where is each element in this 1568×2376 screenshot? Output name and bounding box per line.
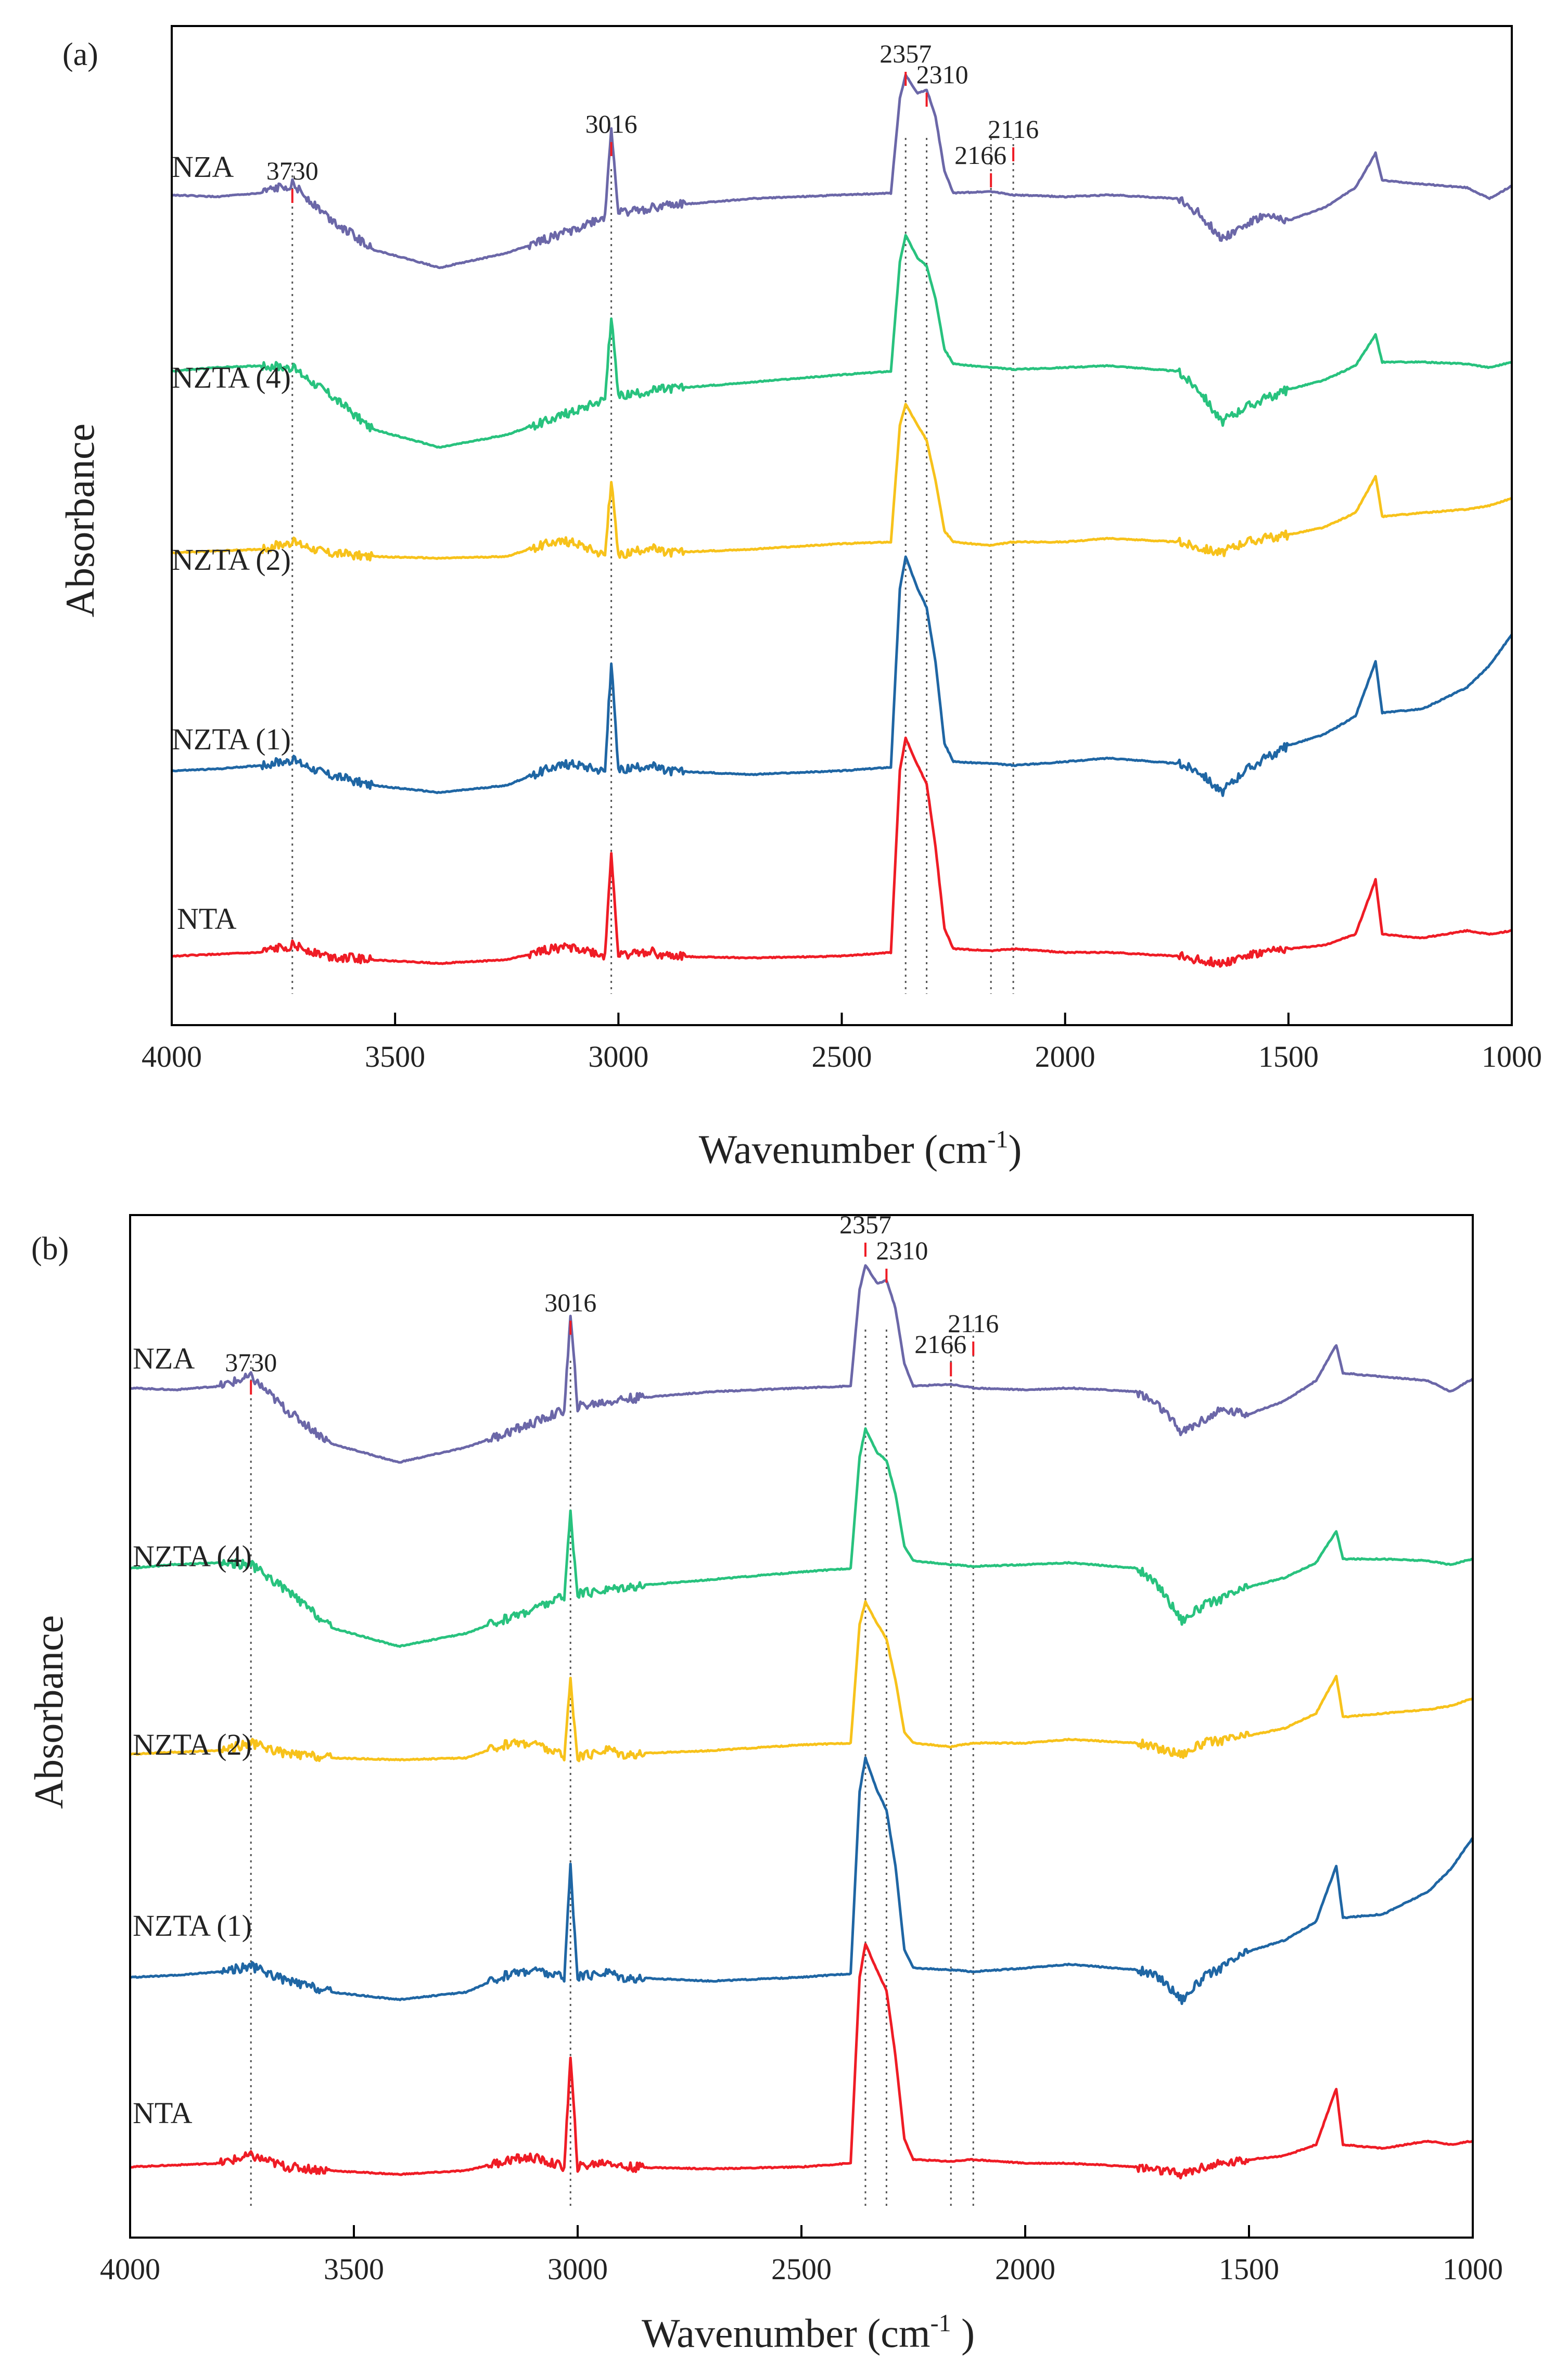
- series-label-a-nzta4: NZTA (4): [172, 361, 291, 394]
- x-tick-label-3500: 3500: [324, 2252, 384, 2286]
- series-line-nzta-1: [171, 555, 1513, 797]
- panel-label-a: (a): [62, 37, 98, 72]
- series-label-a-nza: NZA: [172, 150, 234, 184]
- series-line-nzta-2: [130, 1600, 1474, 1762]
- markers-b: [250, 1243, 975, 1395]
- series-label-b-nza: NZA: [133, 1342, 195, 1375]
- series-label-b-nta: NTA: [133, 2096, 193, 2130]
- plot-frame-b: [129, 1214, 1474, 2239]
- x-tick-label-3000: 3000: [547, 2252, 608, 2286]
- x-axis-label-a: Wavenumber (cm-1): [699, 1126, 1022, 1172]
- series-b: [130, 1264, 1474, 2180]
- x-tick-label-1000: 1000: [1482, 1040, 1542, 1074]
- series-a: [171, 73, 1513, 968]
- x-tick-label-1000: 1000: [1443, 2252, 1503, 2286]
- x-ticks-b: 4000 3500 3000 2500 2000 1500 1000: [100, 2225, 1503, 2286]
- x-tick-label-2000: 2000: [1035, 1040, 1095, 1074]
- x-tick-label-2000: 2000: [995, 2252, 1055, 2286]
- series-line-nzta-4: [171, 234, 1512, 449]
- panel-b: (b) Absorbance Wavenumber (cm-1 ) NZA NZ…: [26, 1210, 1503, 2356]
- x-tick-label-3000: 3000: [588, 1040, 648, 1074]
- series-label-a-nzta2: NZTA (2): [172, 543, 291, 577]
- y-axis-label-a: Absorbance: [57, 424, 103, 618]
- series-line-nzta-2: [171, 403, 1512, 561]
- peak-label-2166: 2166: [914, 1330, 966, 1359]
- series-line-nzta-1: [130, 1756, 1474, 2005]
- peak-label-2310: 2310: [916, 60, 968, 89]
- series-line-nta: [171, 736, 1512, 968]
- series-labels-b: NZA NZTA (4) NZTA (2) NZTA (1) NTA: [133, 1342, 252, 2130]
- x-axis-label-a-close: ): [1008, 1127, 1022, 1172]
- series-label-a-nzta1: NZTA (1): [172, 722, 291, 756]
- x-tick-label-4000: 4000: [142, 1040, 202, 1074]
- peak-label-3016: 3016: [585, 109, 638, 138]
- series-line-nzta-4: [130, 1427, 1473, 1648]
- series-line-nta: [130, 1943, 1474, 2180]
- peak-label-2357: 2357: [879, 39, 932, 68]
- panel-a: (a) Absorbance Wavenumber (cm-1) NZA NZT…: [57, 25, 1542, 1172]
- x-tick-label-3500: 3500: [365, 1040, 425, 1074]
- series-label-b-nzta2: NZTA (2): [133, 1728, 252, 1761]
- plot-frame-a: [171, 25, 1513, 1026]
- series-label-b-nzta4: NZTA (4): [133, 1539, 252, 1573]
- x-axis-label-a-text: Wavenumber (cm: [699, 1127, 988, 1172]
- x-tick-label-2500: 2500: [812, 1040, 872, 1074]
- peak-label-3730: 3730: [266, 156, 318, 185]
- x-axis-label-a-sup: -1: [987, 1126, 1008, 1153]
- x-axis-label-b-text: Wavenumber (cm: [642, 2310, 930, 2356]
- series-line-nza: [130, 1264, 1474, 1464]
- x-ticks-a: 4000 3500 3000 2500 2000 1500 1000: [142, 1013, 1542, 1074]
- y-axis-label-b: Absorbance: [26, 1615, 71, 1809]
- x-tick-label-2500: 2500: [771, 2252, 832, 2286]
- peak-label-2116: 2116: [988, 114, 1039, 144]
- series-labels-a: NZA NZTA (4) NZTA (2) NZTA (1) NTA: [172, 150, 291, 936]
- peak-label-2166: 2166: [954, 140, 1006, 170]
- x-tick-label-4000: 4000: [100, 2252, 160, 2286]
- peak-label-2310: 2310: [876, 1236, 928, 1265]
- x-axis-label-b-sup: -1: [930, 2309, 951, 2337]
- x-axis-label-b: Wavenumber (cm-1 ): [642, 2309, 975, 2356]
- x-axis-label-b-close: ): [951, 2310, 975, 2356]
- series-label-b-nzta1: NZTA (1): [133, 1909, 252, 1943]
- peak-label-3730: 3730: [225, 1348, 277, 1377]
- series-line-nza: [171, 73, 1512, 270]
- markers-a: [291, 72, 1015, 203]
- peak-label-3016: 3016: [544, 1288, 596, 1317]
- series-label-a-nta: NTA: [177, 902, 237, 936]
- peak-label-2116: 2116: [948, 1309, 999, 1338]
- x-tick-label-1500: 1500: [1258, 1040, 1319, 1074]
- ref-lines-b: [250, 1330, 974, 2206]
- panel-label-b: (b): [31, 1231, 69, 1267]
- x-tick-label-1500: 1500: [1219, 2252, 1279, 2286]
